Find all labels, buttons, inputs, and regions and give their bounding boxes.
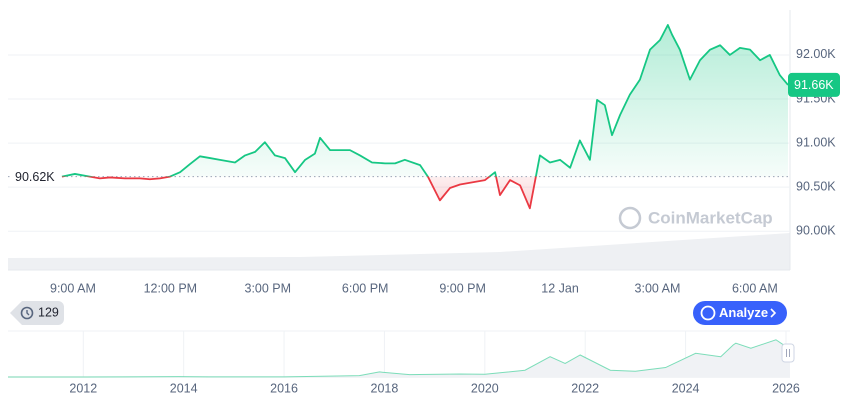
- y-tick-label: 90.50K: [796, 179, 836, 193]
- last-price-label: 91.66K: [794, 78, 834, 92]
- history-icon: [20, 306, 34, 320]
- x-tick-label: 9:00 PM: [439, 281, 486, 295]
- watermark: CoinMarketCap: [618, 206, 773, 230]
- x-tick-label: 2014: [170, 381, 198, 395]
- history-count[interactable]: 129: [38, 305, 59, 319]
- watermark-text: CoinMarketCap: [648, 208, 773, 227]
- overview-line: [8, 339, 791, 378]
- analyze-button[interactable]: Analyze: [693, 301, 787, 325]
- analyze-label[interactable]: Analyze: [719, 305, 768, 320]
- history-button-bg[interactable]: [10, 301, 64, 325]
- x-tick-label: 6:00 AM: [732, 281, 778, 295]
- x-tick-label: 9:00 AM: [50, 281, 96, 295]
- volume-band: [8, 233, 790, 270]
- x-tick-label: 12:00 PM: [144, 281, 198, 295]
- x-tick-label: 3:00 PM: [245, 281, 292, 295]
- x-tick-label: 2016: [270, 381, 298, 395]
- x-tick-label: 12 Jan: [541, 281, 579, 295]
- history-icon: [26, 310, 30, 316]
- x-tick-label: 2012: [69, 381, 97, 395]
- baseline-label: 90.62K: [15, 170, 55, 184]
- scroll-handle[interactable]: [781, 343, 795, 363]
- history-button[interactable]: 129: [10, 301, 64, 325]
- overview-fill: [8, 339, 790, 377]
- watermark-logo: [618, 206, 642, 230]
- analyze-icon: [700, 305, 716, 321]
- x-tick-label: 2020: [471, 381, 499, 395]
- baseline-label-bg: [11, 166, 61, 187]
- y-tick-label: 91.00K: [796, 135, 836, 149]
- x-tick-label: 2026: [772, 381, 800, 395]
- x-tick-label: 2022: [571, 381, 599, 395]
- price-line: [61, 24, 789, 210]
- x-tick-label: 3:00 AM: [635, 281, 681, 295]
- analyze-button-bg[interactable]: [693, 301, 787, 325]
- area-fill: [61, 24, 788, 209]
- last-price-tag: [788, 72, 840, 97]
- y-tick-label: 92.00K: [796, 47, 836, 61]
- x-tick-label: 2024: [672, 381, 700, 395]
- x-tick-label: 6:00 PM: [342, 281, 389, 295]
- analyze-chevron: [770, 308, 777, 318]
- y-tick-label: 90.00K: [796, 224, 836, 238]
- x-tick-label: 2018: [371, 381, 399, 395]
